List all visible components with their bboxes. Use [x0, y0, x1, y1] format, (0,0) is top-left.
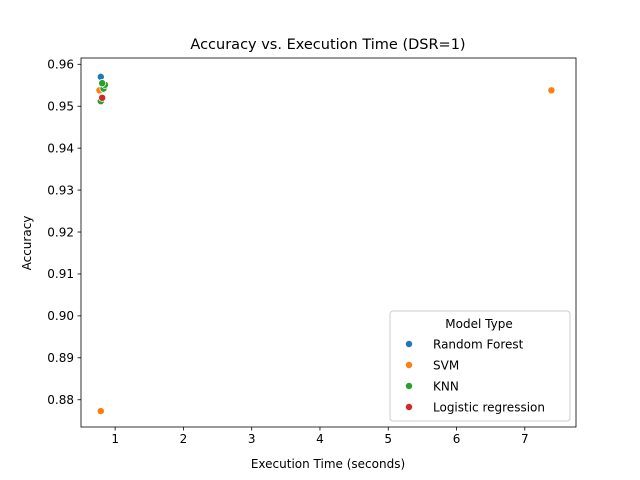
x-tick-label: 3 — [248, 432, 256, 446]
data-point-svm — [547, 86, 556, 95]
y-tick-label: 0.92 — [47, 225, 74, 239]
x-tick-label: 7 — [521, 432, 529, 446]
y-tick-label: 0.94 — [47, 141, 74, 155]
y-tick-label: 0.91 — [47, 267, 74, 281]
y-tick-label: 0.93 — [47, 183, 74, 197]
legend-label-knn: KNN — [433, 379, 459, 393]
y-tick-label: 0.89 — [47, 351, 74, 365]
legend-label-random-forest: Random Forest — [433, 337, 524, 351]
x-tick-label: 1 — [111, 432, 119, 446]
legend-label-logistic-regression: Logistic regression — [433, 400, 545, 414]
y-tick-label: 0.88 — [47, 393, 74, 407]
legend-label-svm: SVM — [433, 358, 459, 372]
data-point-svm — [96, 407, 105, 416]
legend-box — [389, 310, 571, 422]
data-point-knn — [98, 79, 107, 88]
x-tick-label: 2 — [180, 432, 188, 446]
y-tick-label: 0.96 — [47, 58, 74, 72]
legend-marker-knn — [405, 382, 413, 390]
data-point-logistic-regression — [98, 93, 107, 102]
legend-marker-random-forest — [405, 340, 413, 348]
y-tick-label: 0.95 — [47, 100, 74, 114]
legend: Model Type Random Forest SVM KNN Logistic re… — [389, 310, 571, 422]
chart-title: Accuracy vs. Execution Time (DSR=1) — [190, 37, 465, 53]
legend-marker-svm — [405, 361, 413, 369]
x-tick-label: 5 — [384, 432, 392, 446]
plot-area: 1 2 3 4 5 6 7 0.88 0.89 0.90 0.91 0.92 0.93 0.94 0.95 0… — [47, 57, 577, 446]
y-axis-label: Accuracy — [20, 216, 34, 271]
x-tick-label: 6 — [453, 432, 461, 446]
x-axis-label: Execution Time (seconds) — [251, 457, 405, 471]
y-tick-label: 0.90 — [47, 309, 74, 323]
axes-frame — [80, 57, 577, 428]
x-tick-label: 4 — [316, 432, 324, 446]
legend-marker-logistic-regression — [405, 403, 413, 411]
legend-title: Model Type — [445, 317, 512, 331]
